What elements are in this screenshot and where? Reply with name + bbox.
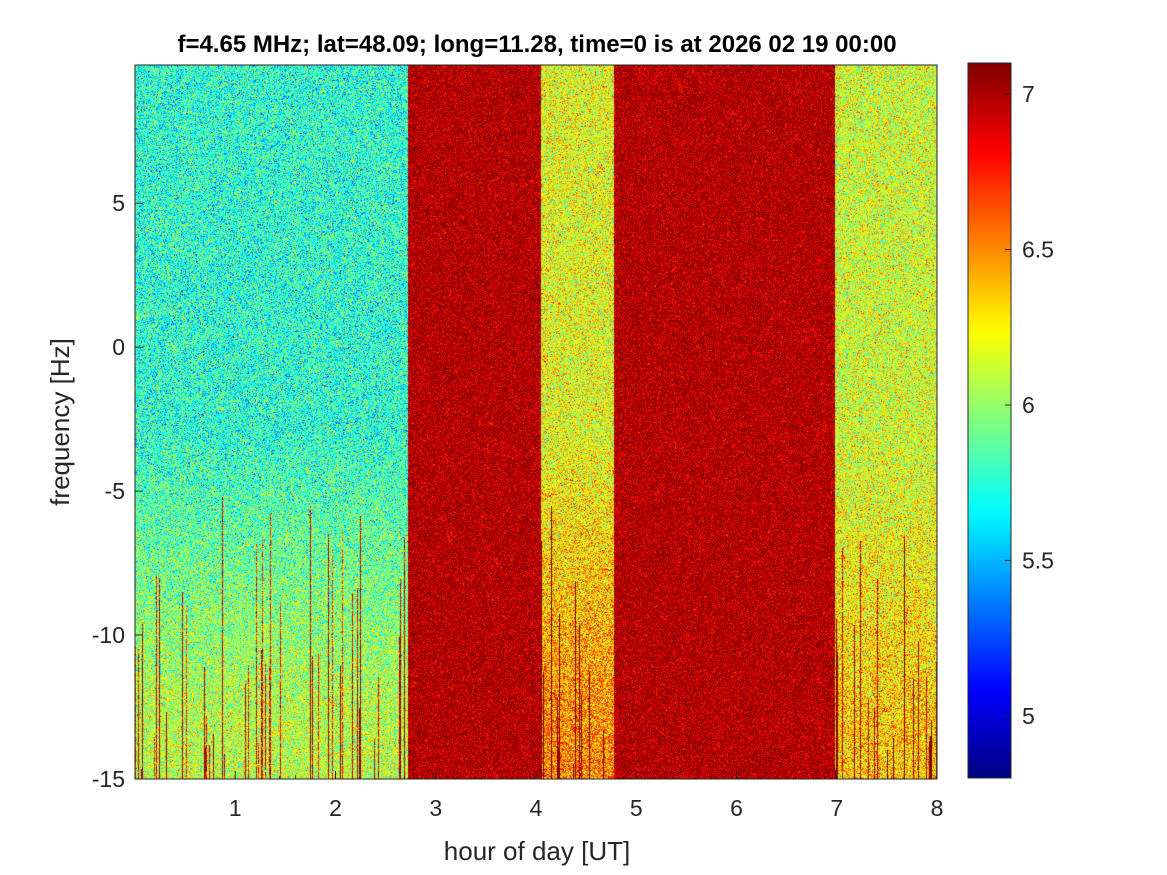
colorbar-ticks: 5 5.5 6 6.5 7 <box>1005 81 1054 729</box>
colorbar-gradient <box>968 63 1011 778</box>
y-tick-label: -10 <box>92 622 125 648</box>
x-tick-label: 8 <box>931 795 944 821</box>
y-tick-label: -15 <box>92 766 125 792</box>
y-tick-label: 0 <box>112 334 125 360</box>
heatmap-image <box>135 65 937 779</box>
colorbar-tick-label: 7 <box>1022 81 1035 107</box>
chart-title: f=4.65 MHz; lat=48.09; long=11.28, time=… <box>177 31 896 58</box>
colorbar-tick-label: 5.5 <box>1022 547 1054 573</box>
plot-area <box>134 64 938 780</box>
y-tick-label: 5 <box>112 190 125 216</box>
colorbar: 5 5.5 6 6.5 7 <box>967 62 1054 779</box>
x-tick-label: 4 <box>530 795 543 821</box>
x-tick-label: 6 <box>730 795 743 821</box>
colorbar-tick-label: 6.5 <box>1022 237 1054 263</box>
colorbar-tick-label: 6 <box>1022 392 1035 418</box>
x-tick-label: 1 <box>229 795 242 821</box>
x-tick-label: 7 <box>830 795 843 821</box>
x-axis-label: hour of day [UT] <box>444 836 630 866</box>
x-tick-label: 2 <box>329 795 342 821</box>
colorbar-box <box>967 62 1012 779</box>
y-tick-label: -5 <box>105 478 125 504</box>
colorbar-tick-label: 5 <box>1022 703 1035 729</box>
y-axis: -15 -10 -5 0 5 <box>92 190 143 792</box>
x-axis: 1 2 3 4 5 6 7 8 <box>229 771 944 821</box>
y-axis-label: frequency [Hz] <box>45 338 75 506</box>
x-tick-label: 3 <box>429 795 442 821</box>
x-tick-label: 5 <box>630 795 643 821</box>
